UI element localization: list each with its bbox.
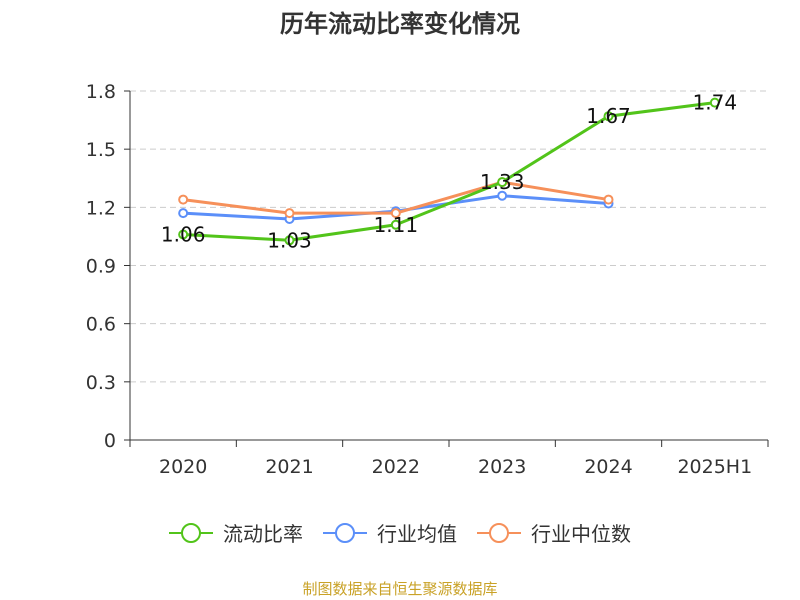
- y-tick-label: 1.2: [86, 197, 116, 219]
- data-point: [390, 208, 401, 219]
- data-point: [178, 229, 189, 240]
- data-point: [497, 177, 508, 188]
- x-tick-label: 2021: [265, 456, 313, 478]
- legend-swatch-current-ratio: [169, 522, 213, 544]
- legend-item-current-ratio[interactable]: 流动比率: [169, 518, 303, 547]
- data-point: [603, 111, 614, 122]
- legend-label-current-ratio: 流动比率: [223, 522, 303, 546]
- data-point: [284, 208, 295, 219]
- series-line-0: [183, 101, 716, 242]
- x-tick-label: 2023: [478, 456, 526, 478]
- y-tick-label: 1.5: [86, 139, 116, 161]
- data-label: 1.67: [586, 104, 631, 128]
- chart-title: 历年流动比率变化情况: [280, 10, 520, 38]
- data-point: [390, 219, 401, 230]
- data-label: 1.03: [267, 228, 312, 252]
- data-point: [178, 208, 189, 219]
- source-note: 制图数据来自恒生聚源数据库: [302, 580, 498, 598]
- x-tick-label: 2022: [372, 456, 420, 478]
- x-tick-label: 2025H1: [677, 456, 752, 478]
- y-tick-label: 0: [104, 430, 116, 452]
- x-tick-label: 2024: [584, 456, 632, 478]
- data-label: 1.74: [693, 91, 738, 115]
- data-label: 1.33: [480, 170, 525, 194]
- data-point: [709, 97, 720, 108]
- legend-label-industry-mean: 行业均值: [377, 522, 457, 546]
- data-point: [497, 190, 508, 201]
- data-label: 1.11: [374, 213, 419, 237]
- legend-label-industry-median: 行业中位数: [531, 522, 631, 546]
- data-point: [603, 194, 614, 205]
- y-tick-label: 0.3: [86, 372, 116, 394]
- y-tick-label: 0.9: [86, 256, 116, 278]
- chart-legend: 流动比率 行业均值 行业中位数: [0, 518, 800, 547]
- legend-swatch-industry-median: [477, 522, 521, 544]
- data-point: [284, 235, 295, 246]
- x-tick-label: 2020: [159, 456, 207, 478]
- legend-item-industry-median[interactable]: 行业中位数: [477, 518, 631, 547]
- data-label: 1.06: [161, 222, 206, 246]
- data-point: [178, 194, 189, 205]
- legend-item-industry-mean[interactable]: 行业均值: [323, 518, 457, 547]
- y-tick-label: 0.6: [86, 314, 116, 336]
- y-tick-label: 1.8: [86, 81, 116, 103]
- legend-swatch-industry-mean: [323, 522, 367, 544]
